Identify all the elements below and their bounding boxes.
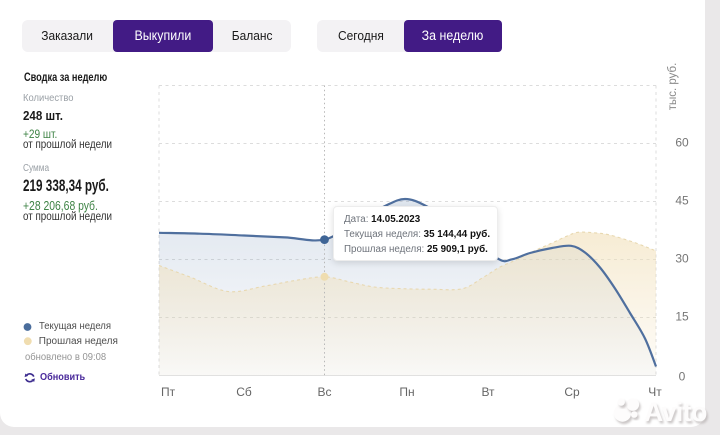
svg-text:тыс. руб.: тыс. руб.	[667, 63, 679, 111]
svg-text:0: 0	[679, 369, 686, 383]
svg-text:Avito: Avito	[644, 397, 707, 427]
svg-text:Сб: Сб	[236, 385, 252, 399]
svg-text:Пн: Пн	[399, 385, 414, 399]
svg-text:Чт: Чт	[648, 385, 662, 399]
svg-text:Пт: Пт	[161, 385, 176, 399]
svg-text:Вс: Вс	[317, 385, 331, 399]
svg-text:15: 15	[675, 309, 689, 323]
svg-text:Вт: Вт	[481, 385, 495, 399]
svg-text:45: 45	[675, 193, 689, 207]
svg-text:Ср: Ср	[564, 385, 580, 399]
svg-text:30: 30	[675, 251, 689, 265]
svg-text:60: 60	[675, 135, 689, 149]
